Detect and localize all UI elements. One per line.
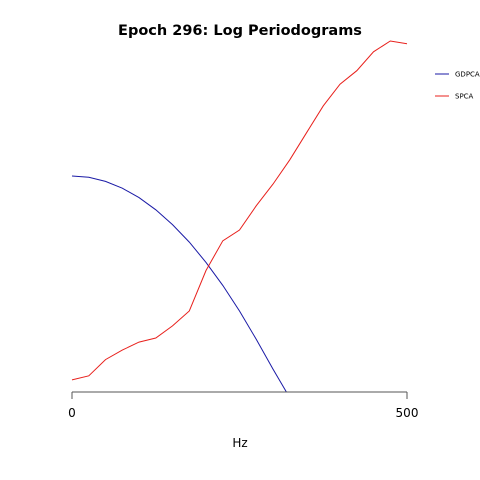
- x-tick-label-500: 500: [396, 406, 419, 420]
- legend: GDPCA SPCA: [435, 71, 480, 101]
- x-axis-label: Hz: [232, 436, 247, 450]
- legend-label-spca: SPCA: [455, 93, 474, 101]
- x-tick-label-0: 0: [68, 406, 76, 420]
- series-line-spca: [71, 40, 408, 381]
- legend-label-gdpca: GDPCA: [455, 71, 480, 79]
- series-line-gdpca: [71, 175, 287, 393]
- chart-title: Epoch 296: Log Periodograms: [118, 23, 362, 39]
- plot-lines: [71, 40, 408, 393]
